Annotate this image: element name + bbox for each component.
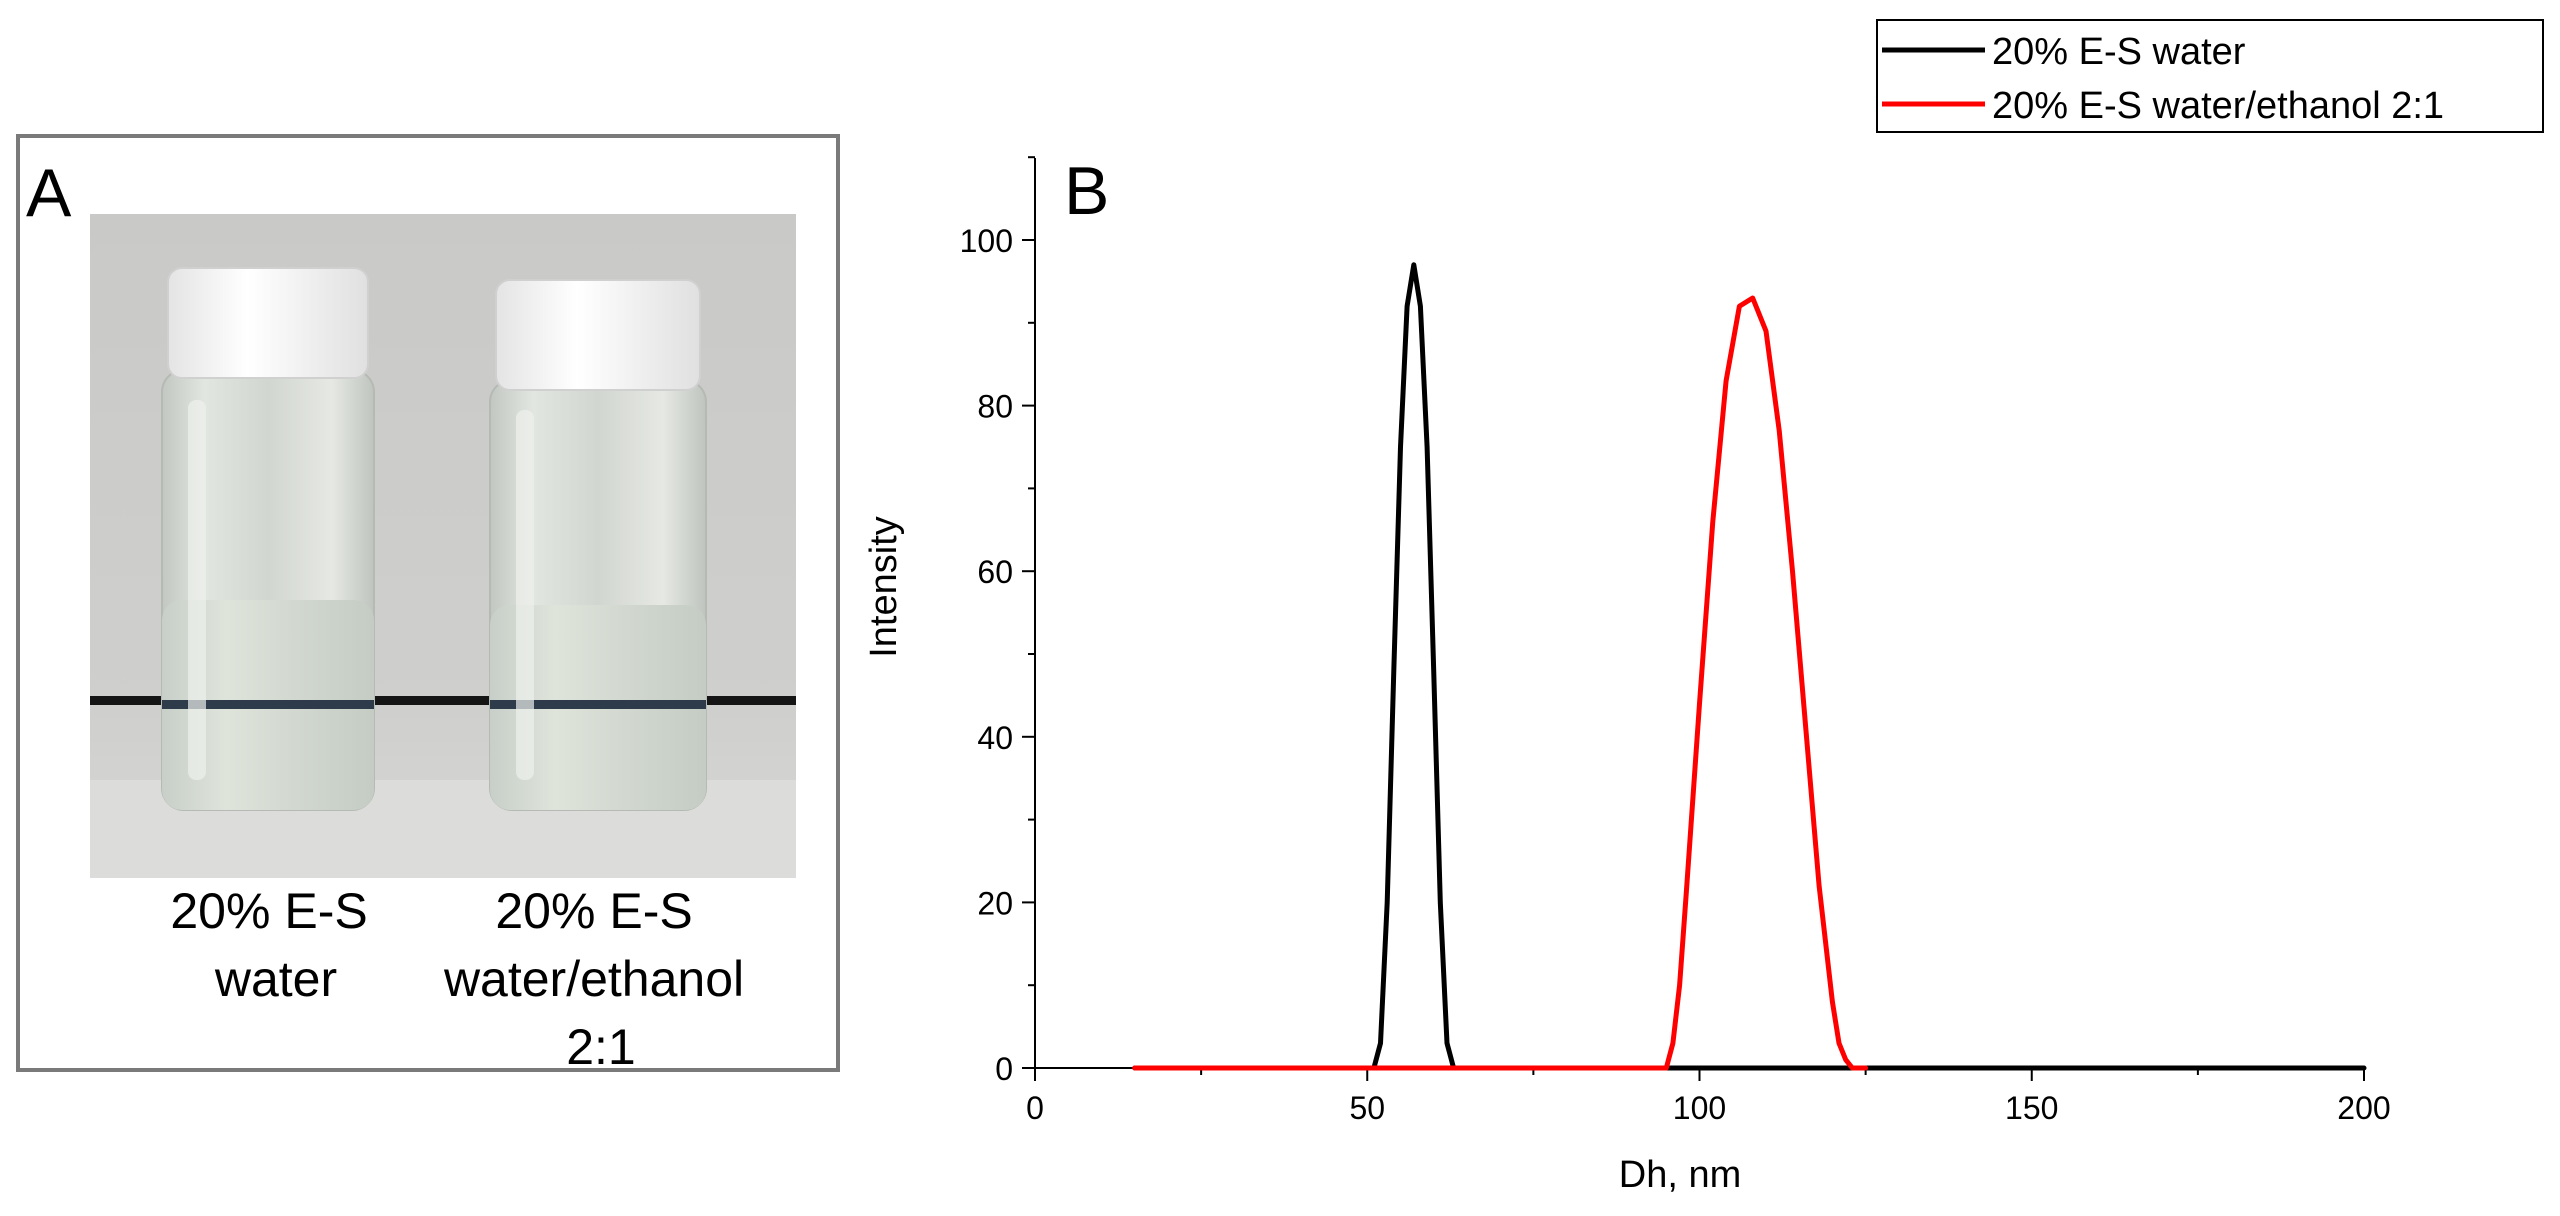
vial-1 — [161, 267, 375, 811]
y-tick-label: 20 — [977, 885, 1013, 921]
x-tick-label: 0 — [1026, 1090, 1044, 1126]
x-tick-label: 100 — [1673, 1090, 1726, 1126]
y-tick-label: 0 — [995, 1051, 1013, 1087]
vial-1-caption-line: 20% E-S — [170, 883, 367, 939]
y-axis-label: Intensity — [863, 516, 905, 658]
series-layer — [1132, 262, 2367, 1071]
panel-a-label: A — [26, 155, 72, 231]
y-tick-label: 100 — [960, 223, 1013, 259]
y-ticks: 0 20 40 60 80 100 — [960, 156, 1035, 1087]
panel-b-label: B — [1064, 153, 1109, 229]
legend-box — [1876, 19, 2544, 133]
vial-2-caption-line: water/ethanol — [443, 951, 744, 1007]
panel-a: A — [16, 134, 840, 1075]
x-tick-label: 50 — [1349, 1090, 1385, 1126]
x-ticks: 0 50 100 150 200 — [1026, 1068, 2391, 1126]
x-axis-label: Dh, nm — [1619, 1154, 1741, 1196]
vial-2 — [489, 279, 707, 811]
vial-2-caption-line: 20% E-S — [495, 883, 692, 939]
series-line-water — [1132, 262, 2367, 1071]
vial-2-caption-line: 2:1 — [566, 1019, 636, 1075]
reference-line — [90, 696, 796, 705]
y-tick-label: 80 — [977, 389, 1013, 425]
legend-label-water-ethanol: 20% E-S water/ethanol 2:1 — [1992, 85, 2444, 127]
vials-photo — [90, 214, 796, 878]
panel-b: B 0 20 40 60 80 100 0 50 100 150 200 Dh, nm Inten… — [863, 19, 2544, 1196]
y-tick-label: 40 — [977, 720, 1013, 756]
y-tick-label: 60 — [977, 554, 1013, 590]
x-tick-label: 200 — [2337, 1090, 2390, 1126]
vial-1-caption: 20% E-S water — [170, 883, 381, 1007]
x-tick-label: 150 — [2005, 1090, 2058, 1126]
legend-label-water: 20% E-S water — [1992, 31, 2246, 73]
legend: 20% E-S water 20% E-S water/ethanol 2:1 — [1876, 19, 2544, 133]
vial-2-caption: 20% E-S water/ethanol 2:1 — [443, 883, 758, 1075]
series-line-water-ethanol — [1132, 295, 1869, 1071]
vial-1-caption-line: water — [214, 951, 337, 1007]
